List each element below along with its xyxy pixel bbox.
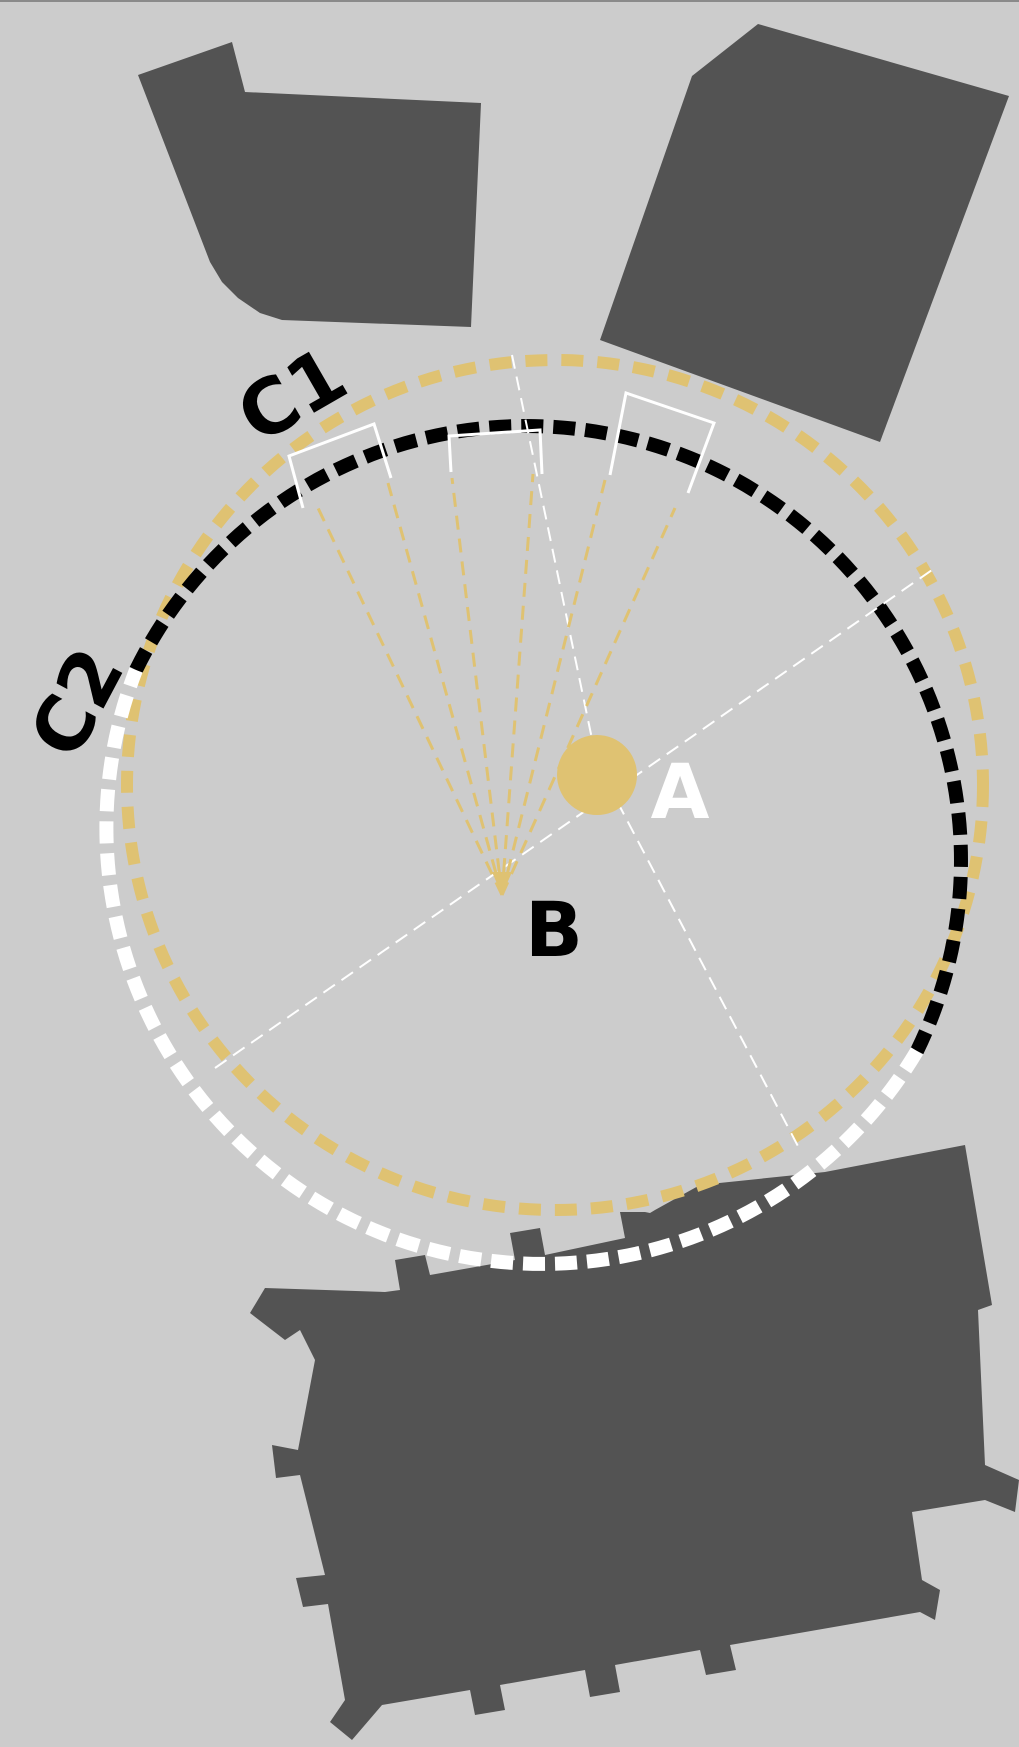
frame-middle — [447, 428, 544, 475]
sight-line-3 — [450, 477, 504, 896]
point-b-marker — [492, 872, 512, 895]
sight-line-2 — [386, 482, 504, 896]
sight-line-4 — [500, 473, 535, 896]
gold-dashed-circle — [121, 354, 989, 1216]
building-top-right — [600, 24, 1009, 442]
guide-line-3 — [214, 569, 933, 1069]
building-bottom — [250, 1145, 1019, 1740]
label-a: A — [651, 747, 710, 836]
frame-left — [287, 422, 393, 509]
circle-c1-arc — [129, 419, 968, 1055]
label-b: B — [525, 885, 583, 974]
sight-line-5 — [500, 479, 607, 896]
building-top-left — [138, 42, 481, 327]
guide-line-1 — [511, 354, 598, 764]
guide-line-2 — [596, 762, 801, 1151]
circle-c2-arc — [99, 667, 924, 1271]
gold-sight-lines — [316, 473, 677, 896]
sight-line-1 — [316, 507, 504, 896]
frame-right — [608, 391, 716, 494]
sight-line-6 — [500, 507, 677, 896]
point-a-dot — [557, 735, 637, 815]
frames — [287, 391, 716, 509]
white-guide-lines — [214, 354, 933, 1151]
